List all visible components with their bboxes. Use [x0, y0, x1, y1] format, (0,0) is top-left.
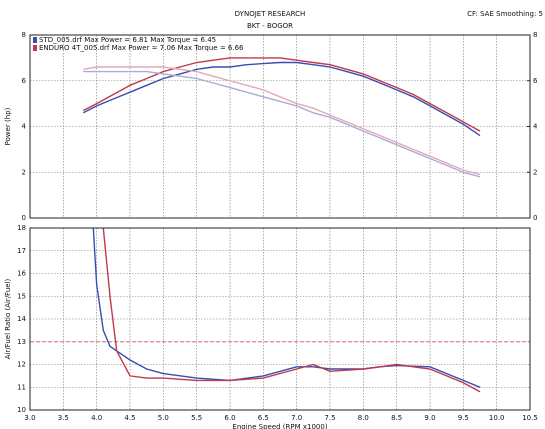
- data-line: [83, 66, 481, 176]
- chart-title: DYNOJET RESEARCH: [235, 10, 306, 18]
- x-tick-label: 5.0: [158, 414, 169, 422]
- legend-swatch: [33, 37, 37, 43]
- data-line: [92, 228, 481, 388]
- y-tick-label: 8: [22, 31, 26, 39]
- x-tick-label: 8.0: [358, 414, 369, 422]
- data-line: [82, 57, 481, 132]
- y-tick-label: 2: [22, 168, 26, 176]
- y2-tick-label: 8: [533, 31, 537, 39]
- data-line: [83, 70, 481, 178]
- plot-frame: [29, 34, 531, 219]
- plot-frame: [29, 227, 531, 411]
- x-tick-label: 6.5: [258, 414, 269, 422]
- y-tick-label: 11: [17, 383, 26, 391]
- y-tick-label: 10: [17, 406, 26, 414]
- x-tick-label: 3.0: [24, 414, 35, 422]
- y-tick-label: 12: [17, 361, 26, 369]
- y-axis-label: Power (hp): [4, 107, 12, 145]
- x-tick-label: 10.5: [522, 414, 538, 422]
- x-tick-label: 10.0: [489, 414, 505, 422]
- x-tick-label: 9.5: [458, 414, 469, 422]
- x-tick-label: 4.5: [124, 414, 135, 422]
- x-tick-label: 8.5: [391, 414, 402, 422]
- y-tick-label: 0: [22, 214, 26, 222]
- data-line: [102, 228, 481, 393]
- x-tick-label: 3.5: [58, 414, 69, 422]
- y-tick-label: 4: [22, 123, 27, 131]
- data-line: [82, 61, 481, 137]
- legend-swatch: [33, 45, 37, 51]
- x-tick-label: 5.5: [191, 414, 202, 422]
- legend-text: STD_005.drf Max Power = 6.81 Max Torque …: [39, 36, 216, 44]
- y2-tick-label: 4: [533, 123, 538, 131]
- chart-subtitle: BKT - BOGOR: [247, 22, 293, 30]
- y2-tick-label: 2: [533, 168, 537, 176]
- y-tick-label: 14: [17, 315, 26, 323]
- x-axis-label: Engine Speed (RPM x1000): [232, 423, 327, 429]
- y-tick-label: 16: [17, 270, 26, 278]
- y-tick-label: 17: [17, 247, 26, 255]
- y2-tick-label: 0: [533, 214, 537, 222]
- x-tick-label: 4.0: [91, 414, 102, 422]
- x-tick-label: 7.0: [291, 414, 302, 422]
- y-tick-label: 15: [17, 292, 26, 300]
- x-tick-label: 9.0: [424, 414, 435, 422]
- y2-tick-label: 6: [533, 77, 538, 85]
- x-tick-label: 6.0: [224, 414, 235, 422]
- y-tick-label: 6: [22, 77, 27, 85]
- y-tick-label: 18: [17, 224, 26, 232]
- y-axis-label: Air/Fuel Ratio (Air/Fuel): [4, 278, 12, 359]
- settings-note: CF: SAE Smoothing: 5: [467, 10, 543, 18]
- y-tick-label: 13: [17, 338, 26, 346]
- legend-text: ENDURO 4T_005.drf Max Power = 7.06 Max T…: [39, 44, 244, 52]
- x-tick-label: 7.5: [324, 414, 335, 422]
